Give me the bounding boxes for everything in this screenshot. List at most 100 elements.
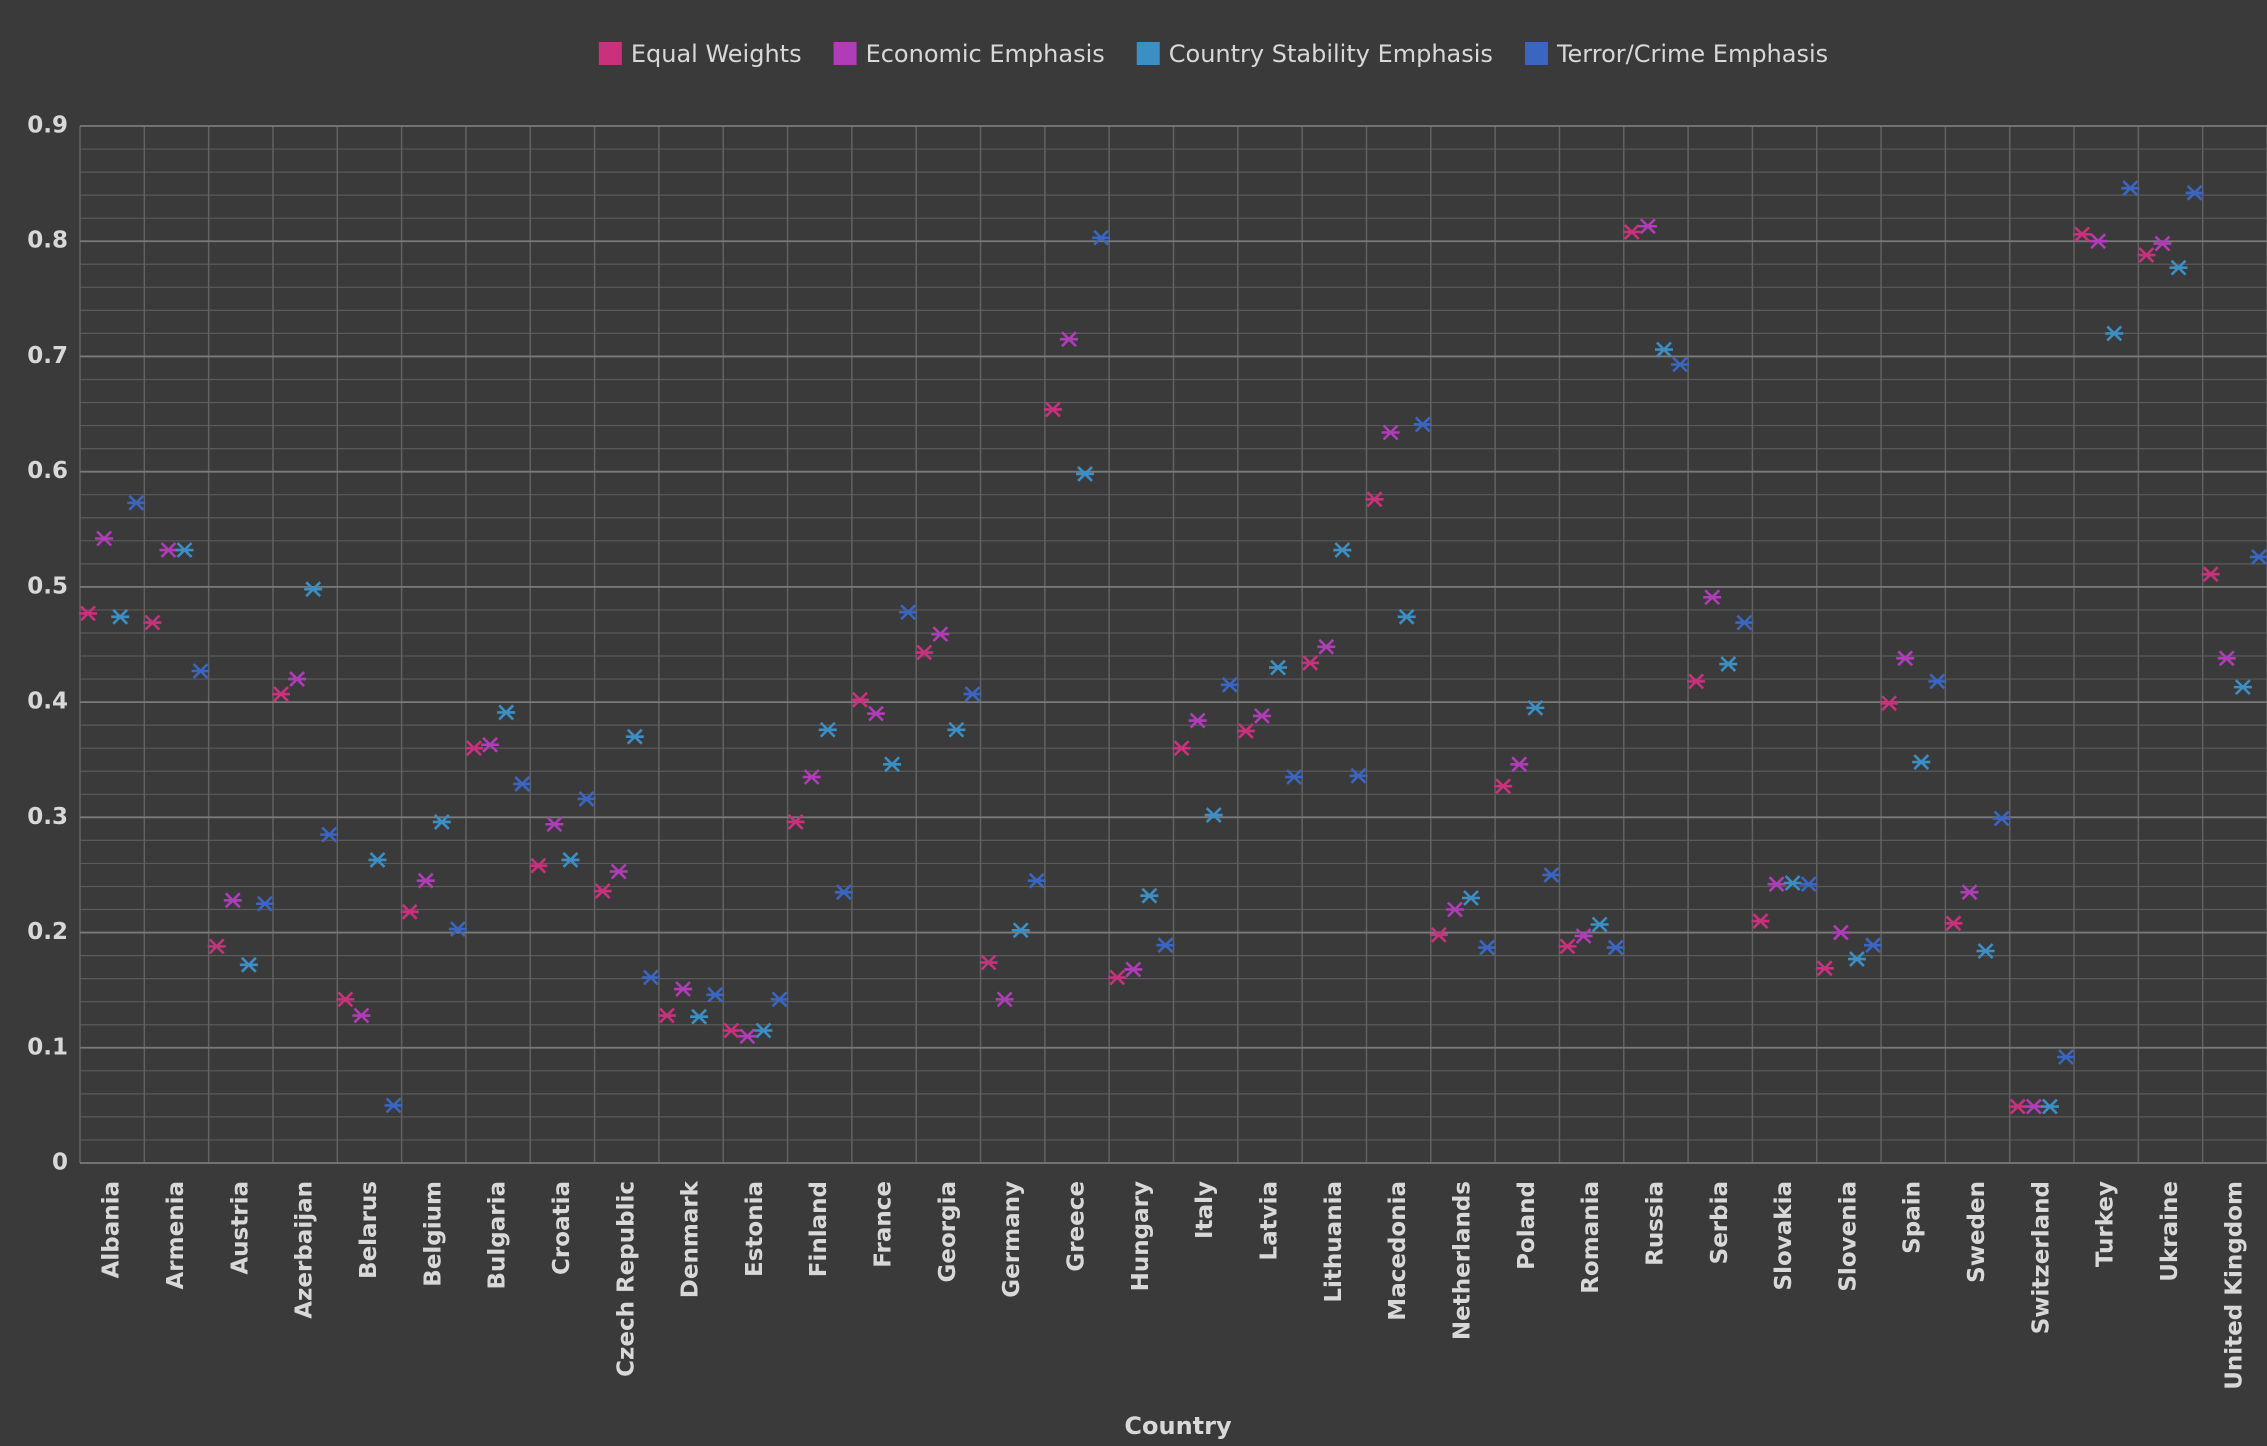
point: [2249, 549, 2267, 565]
point-cross: [1864, 937, 1883, 954]
point-cross: [1381, 424, 1400, 441]
point-cross: [690, 1008, 709, 1025]
point: [641, 969, 660, 986]
point-cross: [127, 494, 146, 511]
point: [802, 769, 821, 785]
x-tick-label: Belgium: [420, 1181, 446, 1287]
point-cross: [1252, 708, 1271, 724]
point: [2217, 650, 2236, 667]
point: [2185, 184, 2204, 201]
point: [1574, 928, 1593, 944]
point-cross: [674, 981, 693, 997]
point-cross: [288, 671, 307, 687]
point-cross: [320, 826, 339, 843]
point: [1381, 424, 1400, 441]
x-tick-label: Sweden: [1964, 1181, 1990, 1283]
point-cross: [481, 736, 500, 753]
point-cross: [191, 663, 210, 679]
point-cross: [368, 852, 387, 868]
point: [432, 814, 451, 830]
point: [79, 605, 98, 622]
point-cross: [2073, 226, 2092, 243]
point-cross: [1960, 884, 1979, 901]
point: [931, 626, 950, 643]
point-cross: [175, 542, 194, 558]
point-cross: [625, 728, 644, 745]
point: [1156, 937, 1175, 954]
x-tick-label: Croatia: [549, 1181, 575, 1275]
x-tick-label: Serbia: [1707, 1181, 1733, 1264]
point: [1413, 416, 1432, 433]
legend: Equal Weights Economic Emphasis Country St…: [598, 40, 1828, 68]
point: [1236, 722, 1255, 739]
point-cross: [111, 608, 130, 625]
point-cross: [1269, 659, 1288, 676]
point-cross: [1542, 867, 1561, 883]
point-cross: [95, 530, 114, 547]
point: [1928, 673, 1947, 690]
point: [1590, 916, 1609, 933]
point-cross: [979, 954, 998, 971]
point-cross: [1140, 887, 1159, 904]
point: [1478, 939, 1497, 956]
point-cross: [995, 991, 1014, 1008]
point-cross: [1880, 695, 1899, 712]
point-cross: [1365, 491, 1384, 508]
point: [1108, 969, 1127, 986]
x-tick-label: Armenia: [163, 1181, 189, 1290]
point: [1204, 807, 1223, 823]
point-cross: [577, 790, 596, 807]
point: [1092, 229, 1111, 246]
point-cross: [2089, 233, 2108, 250]
point: [850, 691, 869, 708]
point-cross: [1671, 356, 1690, 373]
point-cross: [1574, 928, 1593, 944]
point: [272, 686, 291, 702]
point-cross: [1445, 901, 1464, 918]
point: [2089, 233, 2108, 250]
point: [1510, 756, 1529, 773]
point: [818, 721, 837, 738]
point: [995, 991, 1014, 1008]
point-cross: [915, 644, 934, 661]
point: [577, 790, 596, 807]
point: [352, 1007, 371, 1024]
point: [1140, 887, 1159, 904]
point: [1735, 614, 1754, 631]
point: [1815, 960, 1834, 977]
point-cross: [1478, 939, 1497, 956]
x-tick-label: Finland: [806, 1181, 832, 1277]
point: [657, 1007, 676, 1024]
point: [609, 863, 628, 880]
point-cross: [1687, 673, 1706, 690]
point-cross: [1767, 876, 1786, 893]
point-cross: [223, 892, 242, 909]
point-cross: [2169, 259, 2188, 276]
point-cross: [963, 686, 982, 702]
y-tick-label: 0.1: [27, 1034, 68, 1060]
point: [674, 981, 693, 997]
point: [1076, 466, 1095, 482]
point-cross: [1783, 875, 1802, 891]
point-cross: [593, 883, 612, 899]
point-cross: [770, 991, 789, 1008]
point-cross: [384, 1097, 403, 1114]
point: [1638, 218, 1657, 235]
point: [2056, 1049, 2075, 1065]
y-tick-label: 0.4: [27, 689, 68, 715]
point: [754, 1022, 773, 1039]
point-cross: [1831, 924, 1850, 941]
point-cross: [2024, 1098, 2043, 1115]
x-tick-label: Spain: [1900, 1181, 1926, 1254]
point: [2233, 679, 2252, 696]
legend-item: Economic Emphasis: [833, 40, 1105, 68]
point-cross: [143, 614, 162, 631]
point: [111, 608, 130, 625]
x-tick-label: Macedonia: [1385, 1181, 1411, 1321]
point: [1783, 875, 1802, 891]
point-cross: [497, 704, 516, 721]
point: [223, 892, 242, 909]
x-tick-label: Switzerland: [2028, 1181, 2054, 1334]
y-tick-label: 0.3: [27, 804, 68, 830]
